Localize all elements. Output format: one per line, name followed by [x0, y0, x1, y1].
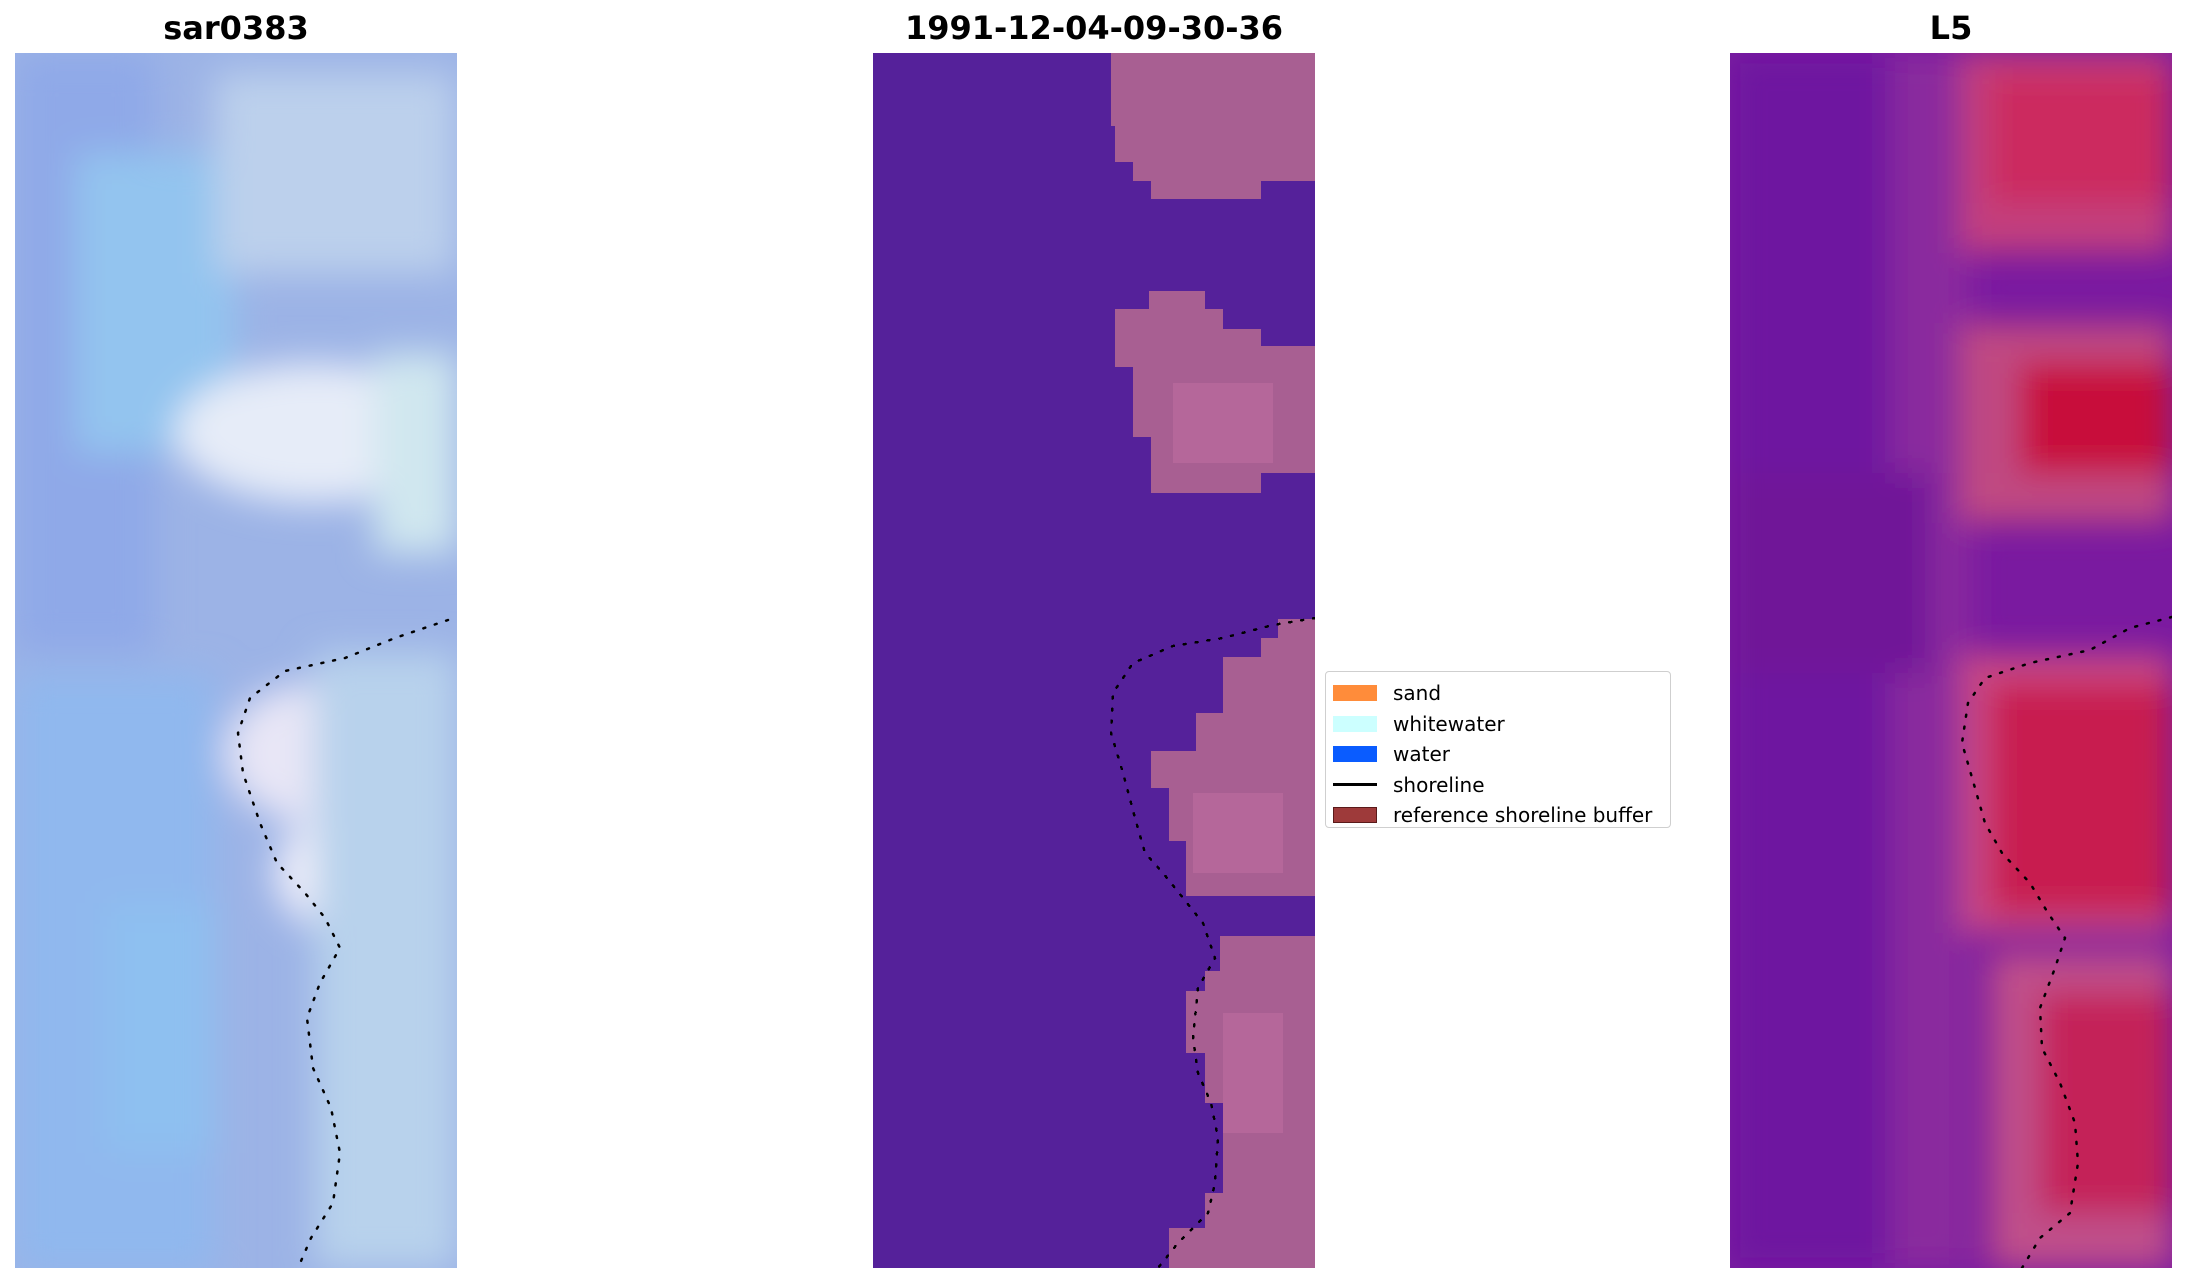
- panel-title-left: sar0383: [163, 9, 309, 47]
- legend-item-whitewater: whitewater: [1333, 709, 1670, 740]
- panel-title-middle: 1991-12-04-09-30-36: [904, 9, 1284, 47]
- legend-label-sand: sand: [1393, 681, 1442, 706]
- index-image-panel: [1730, 53, 2172, 1268]
- shoreline-line-icon: [1333, 783, 1377, 787]
- classification-panel: [873, 53, 1315, 1268]
- legend-item-shoreline: shoreline: [1333, 770, 1670, 801]
- reference-buffer-swatch: [1333, 807, 1377, 824]
- shoreline-left: [236, 618, 450, 1268]
- sand-swatch: [1333, 685, 1377, 702]
- legend-label-shoreline: shoreline: [1393, 772, 1485, 797]
- rgb-image-panel: [15, 53, 457, 1268]
- water-swatch: [1333, 746, 1377, 763]
- legend-item-water: water: [1333, 739, 1670, 770]
- legend-label-whitewater: whitewater: [1393, 711, 1505, 736]
- legend-label-reference-buffer: reference shoreline buffer: [1393, 803, 1653, 828]
- legend-label-water: water: [1393, 742, 1450, 767]
- legend-item-sand: sand: [1333, 678, 1670, 709]
- panel-title-right: L5: [1929, 9, 1973, 47]
- legend: sand whitewater water shoreline referenc…: [1325, 671, 1671, 828]
- shoreline-middle: [1109, 616, 1315, 1268]
- legend-item-reference-buffer: reference shoreline buffer: [1333, 800, 1670, 831]
- whitewater-swatch: [1333, 715, 1377, 732]
- shoreline-right: [1960, 615, 2172, 1268]
